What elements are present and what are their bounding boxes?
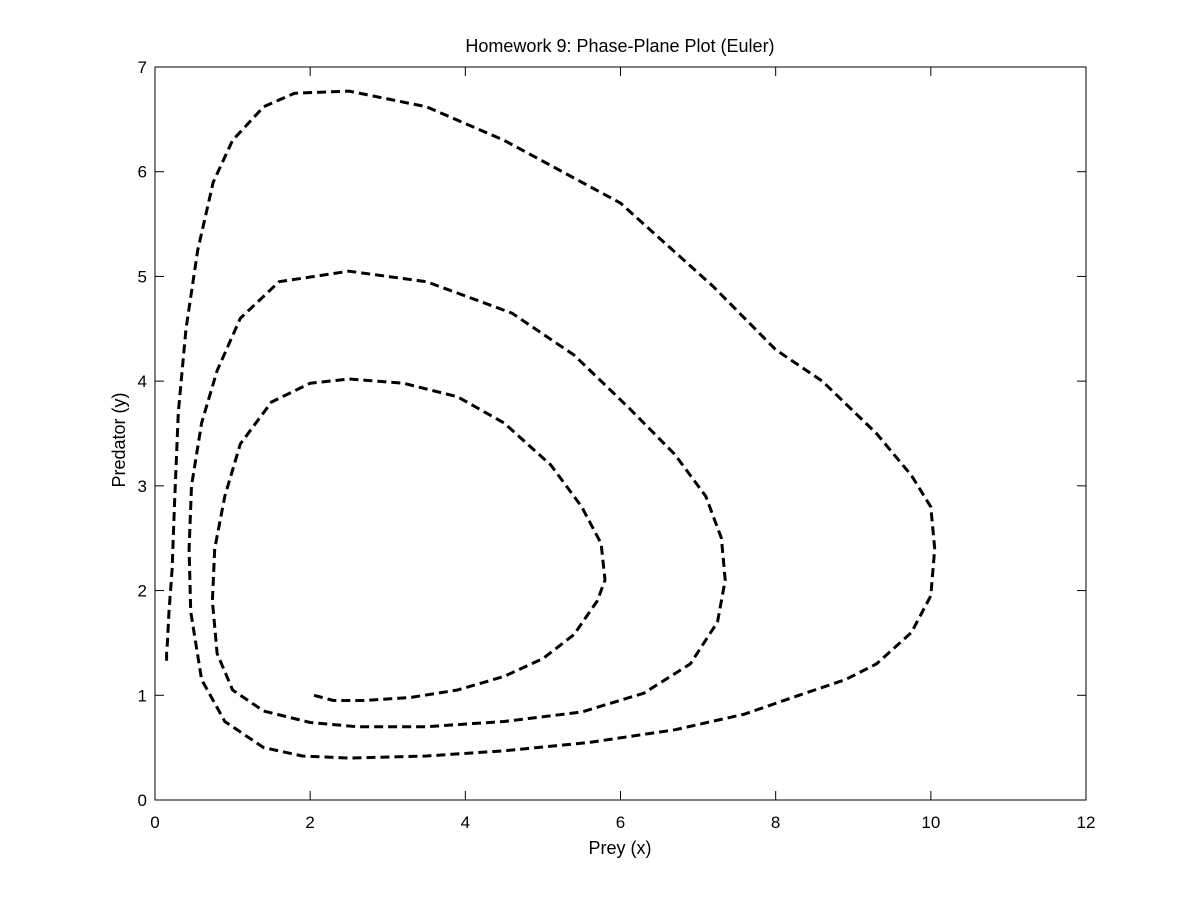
y-tick-label: 7 bbox=[138, 58, 147, 77]
x-axis-label: Prey (x) bbox=[589, 838, 652, 858]
axis-ticks bbox=[154, 66, 1087, 801]
x-tick-label: 12 bbox=[1077, 813, 1096, 832]
y-tick-label: 6 bbox=[138, 163, 147, 182]
y-tick-label: 0 bbox=[138, 791, 147, 810]
y-tick-label: 2 bbox=[138, 582, 147, 601]
y-tick-label: 3 bbox=[138, 477, 147, 496]
x-tick-label: 0 bbox=[150, 813, 159, 832]
y-axis-label: Predator (y) bbox=[109, 392, 129, 487]
plot-area-frame bbox=[154, 66, 1087, 801]
x-tick-label: 4 bbox=[461, 813, 470, 832]
x-tick-label: 2 bbox=[305, 813, 314, 832]
x-tick-label: 10 bbox=[921, 813, 940, 832]
x-tick-label: 6 bbox=[616, 813, 625, 832]
y-tick-label: 4 bbox=[138, 372, 147, 391]
chart-title: Homework 9: Phase-Plane Plot (Euler) bbox=[465, 36, 774, 56]
trajectory-line bbox=[165, 89, 937, 760]
y-tick-label: 5 bbox=[138, 267, 147, 286]
series-layer bbox=[165, 89, 937, 760]
x-tick-label: 8 bbox=[771, 813, 780, 832]
y-tick-label: 1 bbox=[138, 686, 147, 705]
